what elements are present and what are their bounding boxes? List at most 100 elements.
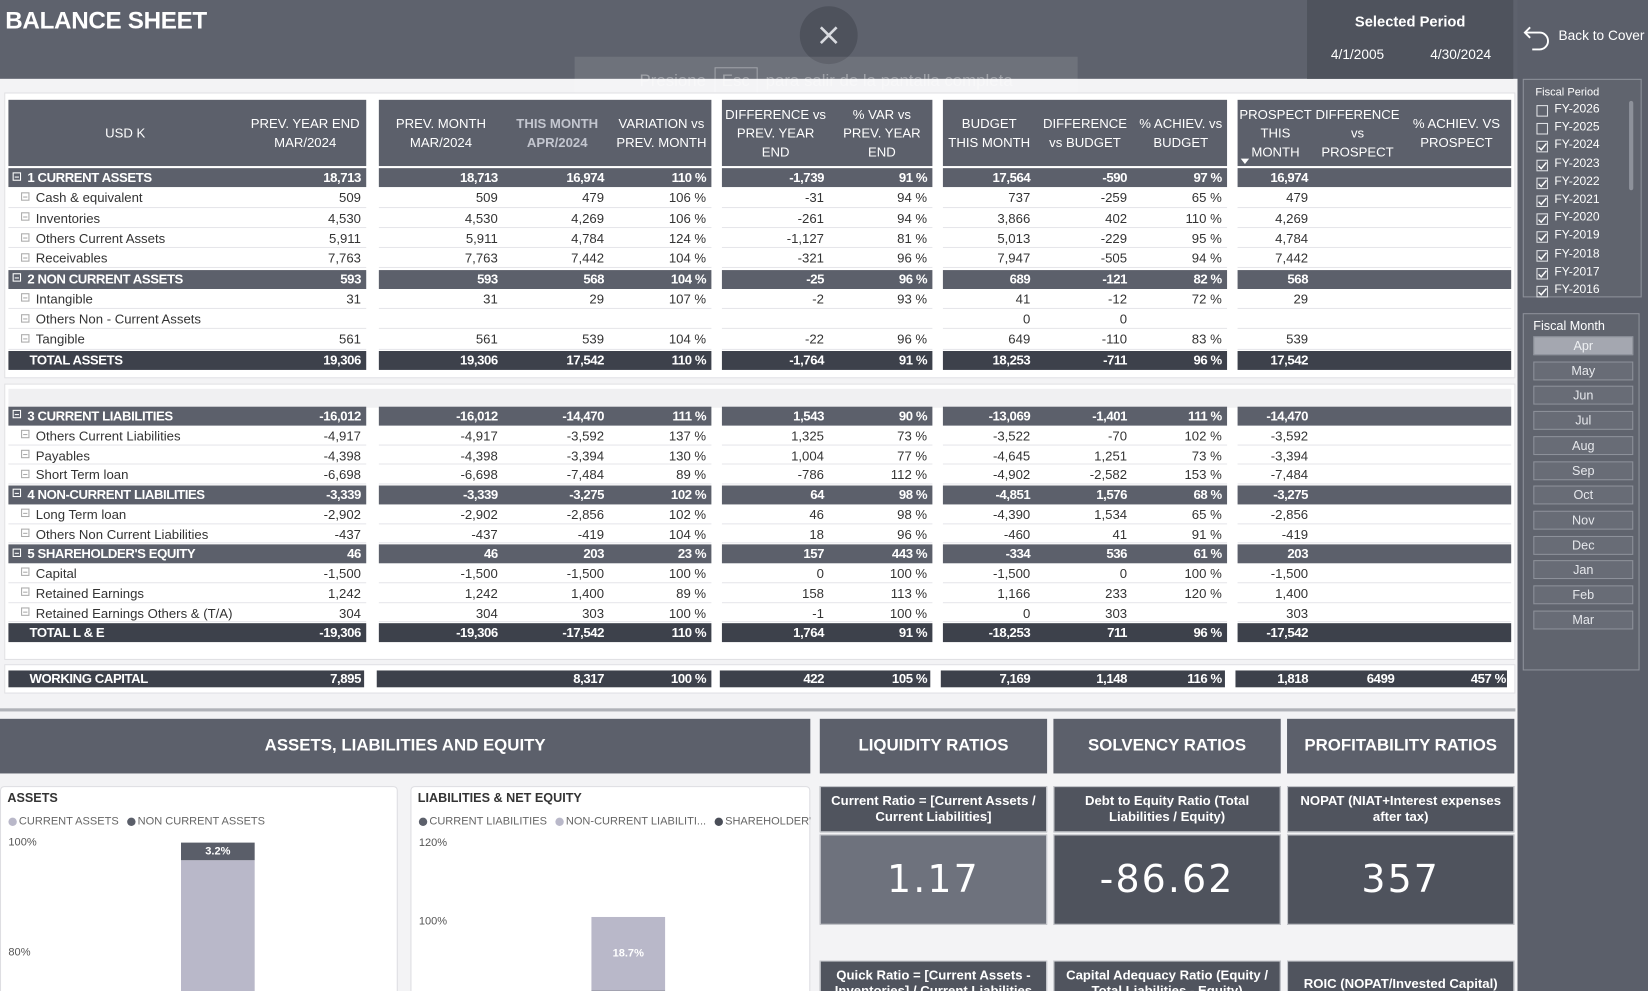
y-tick-label: 120%	[419, 837, 447, 849]
checkbox[interactable]	[1536, 213, 1549, 226]
row-band	[721, 544, 933, 564]
cell: -17,542	[1266, 625, 1309, 641]
header-band	[942, 99, 1228, 167]
column-header: % ACHIEV. vs BUDGET	[1139, 116, 1223, 150]
expand-icon-line	[23, 591, 28, 593]
checkbox[interactable]	[1536, 159, 1549, 171]
cell: 41	[1112, 527, 1128, 542]
month-option[interactable]: Nov	[1533, 510, 1634, 530]
month-option[interactable]: Mar	[1533, 610, 1634, 630]
cell: 116 %	[1187, 671, 1222, 687]
row-band	[378, 269, 712, 289]
row-band	[942, 228, 1228, 249]
cell: 89 %	[676, 467, 707, 483]
cell: -1,739	[789, 170, 824, 185]
ratio-label: Capital Adequacy Ratio (Equity / Total L…	[1053, 960, 1281, 991]
close-button[interactable]	[799, 6, 858, 65]
check-mark	[1538, 179, 1548, 188]
row-band	[942, 330, 1228, 350]
month-option[interactable]: Apr	[1533, 336, 1634, 356]
period-option[interactable]: FY-2018	[1554, 247, 1600, 261]
month-option[interactable]: Jan	[1533, 560, 1634, 580]
month-option[interactable]: Oct	[1533, 485, 1634, 505]
cell: -4,390	[992, 507, 1031, 523]
month-option[interactable]: Jun	[1533, 386, 1634, 406]
cell: -1,500	[566, 566, 605, 582]
cell: 61 %	[1193, 546, 1222, 562]
cell: 98 %	[898, 487, 928, 503]
cell: 689	[1009, 271, 1031, 287]
checkbox[interactable]	[1536, 105, 1549, 117]
checkbox[interactable]	[1536, 267, 1549, 280]
row-band	[378, 446, 712, 465]
row-label: Inventories	[35, 210, 101, 226]
period-option[interactable]: FY-2025	[1554, 121, 1600, 134]
month-option[interactable]: May	[1533, 361, 1634, 381]
cell: -4,917	[323, 428, 361, 444]
checkbox[interactable]	[1536, 177, 1549, 189]
cell: 17,564	[992, 170, 1031, 185]
cell: -4,398	[323, 448, 361, 463]
checkbox[interactable]	[1536, 141, 1549, 153]
checkbox[interactable]	[1536, 123, 1549, 135]
period-option[interactable]: FY-2019	[1554, 229, 1600, 243]
expand-icon	[21, 587, 30, 596]
row-band	[942, 544, 1228, 564]
row-band	[942, 505, 1228, 524]
cell: -25	[806, 271, 824, 287]
expand-icon	[12, 489, 22, 498]
checkbox[interactable]	[1536, 231, 1549, 244]
row-band	[942, 208, 1228, 228]
legend-marker	[714, 817, 723, 827]
period-option[interactable]: FY-2022	[1554, 175, 1600, 188]
row-band	[378, 584, 712, 603]
row-band	[8, 330, 367, 350]
row-band	[8, 310, 367, 330]
row-band	[1237, 330, 1512, 350]
period-option[interactable]: FY-2017	[1554, 265, 1600, 279]
month-option[interactable]: Dec	[1533, 535, 1634, 555]
row-band	[721, 208, 933, 228]
month-option[interactable]: Jul	[1533, 411, 1634, 430]
row-band	[1237, 350, 1512, 370]
cell: 81 %	[897, 231, 928, 246]
row-band	[8, 446, 367, 465]
cell: -18,253	[988, 625, 1031, 641]
column-header: BUDGET THIS MONTH	[948, 116, 1031, 150]
month-option[interactable]: Feb	[1533, 585, 1634, 605]
row-band	[378, 505, 712, 524]
cell: 31	[346, 291, 361, 307]
checkbox[interactable]	[1536, 285, 1549, 298]
cell: -7,484	[1270, 467, 1309, 483]
cell: 649	[1008, 332, 1031, 348]
cell: 7,763	[328, 251, 361, 267]
period-option[interactable]: FY-2026	[1554, 102, 1600, 116]
checkbox[interactable]	[1536, 195, 1549, 208]
notice-text: para salir de la pantalla completa	[765, 72, 1013, 91]
cell: 65 %	[1191, 190, 1222, 206]
month-option[interactable]: Sep	[1533, 460, 1634, 480]
cell: 89 %	[676, 586, 707, 601]
cell: -17,542	[562, 625, 605, 641]
row-band	[378, 330, 712, 350]
month-option[interactable]: Aug	[1533, 435, 1634, 455]
period-option[interactable]: FY-2023	[1554, 157, 1600, 170]
row-band	[719, 670, 931, 688]
checkbox[interactable]	[1536, 249, 1549, 262]
cell: 7,442	[571, 251, 605, 267]
period-option[interactable]: FY-2016	[1554, 283, 1600, 297]
cell: 46	[483, 546, 498, 562]
row-band	[8, 350, 367, 370]
row-band	[721, 485, 933, 505]
cell: 1,166	[997, 586, 1031, 601]
row-band	[8, 406, 367, 426]
cell: -786	[797, 467, 824, 483]
period-option[interactable]: FY-2020	[1554, 211, 1600, 225]
cell: -1,500	[323, 566, 361, 582]
header-band	[378, 99, 712, 167]
header-band	[721, 99, 933, 167]
cell: 539	[582, 332, 605, 348]
period-option[interactable]: FY-2021	[1554, 193, 1600, 206]
period-option[interactable]: FY-2024	[1554, 139, 1600, 152]
back-button[interactable]: Back to Cover	[1522, 17, 1646, 53]
